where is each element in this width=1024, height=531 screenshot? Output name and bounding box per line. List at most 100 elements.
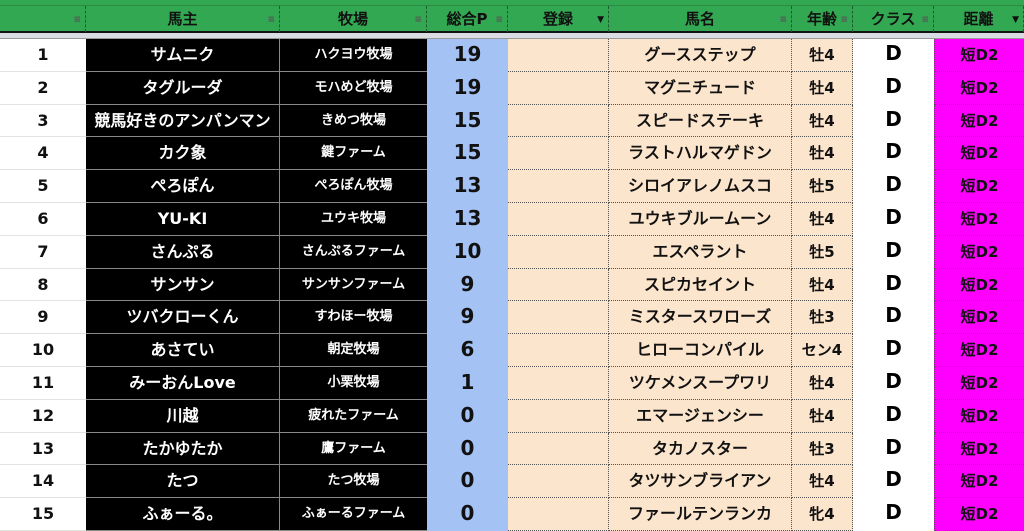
cell-class[interactable]: D xyxy=(853,498,934,531)
cell-class[interactable]: D xyxy=(853,71,934,105)
cell-points[interactable]: 13 xyxy=(427,202,508,236)
cell-horse[interactable]: ミスタースワローズ xyxy=(609,301,792,335)
cell-reg[interactable] xyxy=(508,235,609,269)
cell-owner[interactable]: ツバクローくん xyxy=(86,301,280,335)
cell-age[interactable]: 牡5 xyxy=(792,235,853,269)
cell-farm[interactable]: 小栗牧場 xyxy=(280,366,427,400)
cell-reg[interactable] xyxy=(508,71,609,105)
cell-owner[interactable]: タグルーダ xyxy=(86,71,280,105)
cell-owner[interactable]: YU-KI xyxy=(86,202,280,236)
cell-reg[interactable] xyxy=(508,334,609,367)
cell-owner[interactable]: たかゆたか xyxy=(86,432,280,466)
cell-points[interactable]: 1 xyxy=(427,366,508,400)
cell-reg[interactable] xyxy=(508,39,609,72)
cell-age[interactable]: 牡4 xyxy=(792,71,853,105)
cell-rank[interactable]: 8 xyxy=(0,269,86,302)
cell-horse[interactable]: ユウキブルームーン xyxy=(609,202,792,236)
cell-owner[interactable]: ぺろぽん xyxy=(86,170,280,203)
cell-class[interactable]: D xyxy=(853,137,934,171)
cell-owner[interactable]: たつ xyxy=(86,465,280,499)
cell-reg[interactable] xyxy=(508,170,609,203)
cell-points[interactable]: 13 xyxy=(427,170,508,203)
cell-rank[interactable]: 13 xyxy=(0,433,86,466)
cell-age[interactable]: 牡4 xyxy=(792,39,853,72)
cell-distance[interactable]: 短D2 xyxy=(934,202,1024,236)
cell-farm[interactable]: サンサンファーム xyxy=(280,268,427,302)
cell-owner[interactable]: サムニク xyxy=(86,39,280,72)
cell-class[interactable]: D xyxy=(853,202,934,236)
cell-reg[interactable] xyxy=(508,301,609,335)
cell-points[interactable]: 0 xyxy=(427,498,508,531)
cell-owner[interactable]: さんぷる xyxy=(86,235,280,269)
cell-rank[interactable]: 10 xyxy=(0,334,86,367)
cell-horse[interactable]: ラストハルマゲドン xyxy=(609,137,792,171)
cell-reg[interactable] xyxy=(508,498,609,531)
cell-reg[interactable] xyxy=(508,366,609,400)
cell-age[interactable]: 牡4 xyxy=(792,366,853,400)
cell-distance[interactable]: 短D2 xyxy=(934,170,1024,203)
cell-distance[interactable]: 短D2 xyxy=(934,39,1024,72)
cell-points[interactable]: 6 xyxy=(427,334,508,367)
filter-icon[interactable]: ≡ xyxy=(267,15,275,25)
cell-owner[interactable]: あさてい xyxy=(86,334,280,367)
cell-owner[interactable]: 川越 xyxy=(86,399,280,433)
cell-farm[interactable]: 朝定牧場 xyxy=(280,334,427,367)
cell-class[interactable]: D xyxy=(853,399,934,433)
cell-distance[interactable]: 短D2 xyxy=(934,334,1024,367)
cell-class[interactable]: D xyxy=(853,39,934,72)
cell-age[interactable]: 牡4 xyxy=(792,104,853,138)
cell-points[interactable]: 0 xyxy=(427,432,508,466)
cell-class[interactable]: D xyxy=(853,235,934,269)
cell-farm[interactable]: ユウキ牧場 xyxy=(280,202,427,236)
cell-owner[interactable]: みーおんLove xyxy=(86,366,280,400)
cell-rank[interactable]: 12 xyxy=(0,400,86,433)
filter-active-icon[interactable]: ▼ xyxy=(1012,15,1019,25)
cell-distance[interactable]: 短D2 xyxy=(934,366,1024,400)
filter-icon[interactable]: ≡ xyxy=(840,15,848,25)
cell-farm[interactable]: ぺろぽん牧場 xyxy=(280,170,427,203)
cell-rank[interactable]: 4 xyxy=(0,137,86,171)
cell-reg[interactable] xyxy=(508,399,609,433)
cell-distance[interactable]: 短D2 xyxy=(934,301,1024,335)
cell-reg[interactable] xyxy=(508,465,609,499)
cell-rank[interactable]: 7 xyxy=(0,236,86,269)
cell-class[interactable]: D xyxy=(853,268,934,302)
cell-rank[interactable]: 5 xyxy=(0,170,86,203)
cell-horse[interactable]: ヒローコンパイル xyxy=(609,334,792,367)
cell-owner[interactable]: サンサン xyxy=(86,268,280,302)
cell-points[interactable]: 9 xyxy=(427,301,508,335)
cell-distance[interactable]: 短D2 xyxy=(934,71,1024,105)
filter-icon[interactable]: ≡ xyxy=(73,15,81,25)
cell-distance[interactable]: 短D2 xyxy=(934,432,1024,466)
cell-horse[interactable]: ファールテンランカ xyxy=(609,498,792,531)
cell-distance[interactable]: 短D2 xyxy=(934,235,1024,269)
cell-distance[interactable]: 短D2 xyxy=(934,399,1024,433)
cell-rank[interactable]: 3 xyxy=(0,105,86,138)
cell-horse[interactable]: エマージェンシー xyxy=(609,399,792,433)
filter-icon[interactable]: ≡ xyxy=(414,15,422,25)
cell-class[interactable]: D xyxy=(853,170,934,203)
filter-active-icon[interactable]: ▼ xyxy=(597,15,604,25)
cell-owner[interactable]: 競馬好きのアンパンマン xyxy=(86,104,280,138)
cell-points[interactable]: 19 xyxy=(427,71,508,105)
cell-horse[interactable]: タカノスター xyxy=(609,432,792,466)
cell-horse[interactable]: タツサンブライアン xyxy=(609,465,792,499)
cell-distance[interactable]: 短D2 xyxy=(934,137,1024,171)
cell-rank[interactable]: 11 xyxy=(0,367,86,400)
cell-points[interactable]: 9 xyxy=(427,268,508,302)
cell-age[interactable]: 牡4 xyxy=(792,202,853,236)
cell-farm[interactable]: たつ牧場 xyxy=(280,465,427,499)
cell-reg[interactable] xyxy=(508,268,609,302)
cell-horse[interactable]: スピカセイント xyxy=(609,268,792,302)
cell-distance[interactable]: 短D2 xyxy=(934,104,1024,138)
cell-reg[interactable] xyxy=(508,202,609,236)
cell-class[interactable]: D xyxy=(853,432,934,466)
cell-rank[interactable]: 2 xyxy=(0,72,86,105)
cell-rank[interactable]: 14 xyxy=(0,465,86,499)
cell-farm[interactable]: モハめど牧場 xyxy=(280,71,427,105)
cell-farm[interactable]: 鷹ファーム xyxy=(280,432,427,466)
cell-age[interactable]: セン4 xyxy=(792,334,853,367)
cell-points[interactable]: 15 xyxy=(427,104,508,138)
cell-horse[interactable]: シロイアレノムスコ xyxy=(609,170,792,203)
filter-icon[interactable]: ≡ xyxy=(779,15,787,25)
